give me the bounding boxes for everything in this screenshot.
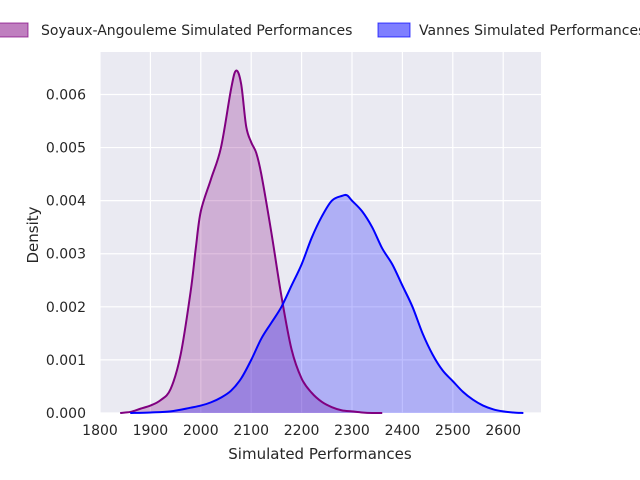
x-tick-label: 2400 — [385, 423, 421, 439]
y-tick-label: 0.000 — [46, 406, 86, 422]
density-line-soyaux — [120, 69, 383, 415]
legend-label-vannes: Vannes Simulated Performances — [419, 23, 640, 39]
gridlines — [99, 52, 541, 414]
y-tick-label: 0.002 — [46, 300, 86, 316]
y-axis-label: Density — [24, 206, 42, 263]
x-tick-label: 1900 — [133, 423, 169, 439]
x-tick-label: 2600 — [485, 423, 521, 439]
y-tick-label: 0.003 — [46, 247, 86, 263]
legend: Soyaux-Angouleme Simulated Performances … — [0, 22, 640, 39]
density-line-vannes — [130, 193, 524, 414]
density-lines — [120, 69, 524, 415]
x-tick-label: 2500 — [435, 423, 471, 439]
x-tick-labels: 1800 1900 2000 2100 2200 2300 2400 2500 2600 — [82, 423, 521, 439]
x-tick-label: 1800 — [82, 423, 118, 439]
y-tick-label: 0.006 — [46, 87, 86, 103]
legend-swatch-vannes — [377, 22, 411, 38]
x-axis-label: Simulated Performances — [228, 445, 412, 463]
x-tick-label: 2100 — [233, 423, 269, 439]
density-area-vannes — [130, 194, 524, 413]
plot-background — [100, 52, 541, 413]
x-tick-label: 2200 — [284, 423, 320, 439]
legend-label-soyaux: Soyaux-Angouleme Simulated Performances — [41, 23, 352, 39]
y-tick-label: 0.005 — [46, 141, 86, 157]
x-tick-label: 2300 — [334, 423, 370, 439]
y-tick-labels: 0.000 0.001 0.002 0.003 0.004 0.005 0.006 — [46, 87, 86, 422]
y-tick-label: 0.004 — [46, 194, 86, 210]
x-tick-label: 2000 — [183, 423, 219, 439]
legend-swatch-soyaux — [0, 22, 29, 38]
y-tick-label: 0.001 — [46, 353, 86, 369]
